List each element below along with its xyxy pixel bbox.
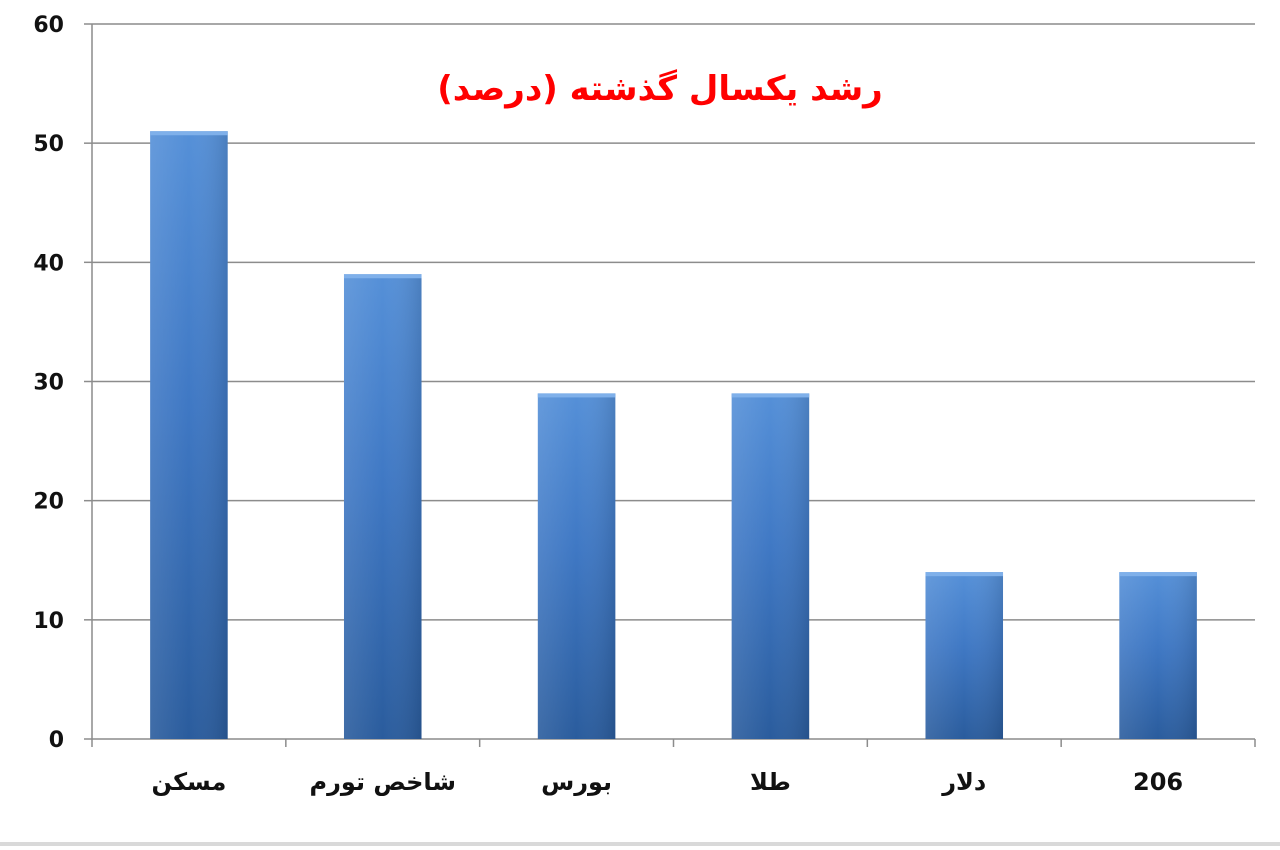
bars (150, 131, 1197, 739)
bar-shine-4 (925, 572, 1004, 739)
x-tick-label: طلا (750, 768, 791, 796)
y-tick-label: 30 (33, 371, 64, 396)
x-tick-label: بورس (541, 768, 612, 796)
x-tick-label: مسکن (151, 768, 226, 796)
y-tick-label: 50 (33, 132, 64, 157)
axes (84, 23, 1256, 747)
bar-shine-5 (1119, 572, 1197, 739)
bar-shine-2 (537, 393, 616, 739)
x-tick-label: شاخص تورم (310, 768, 456, 796)
bottom-divider (0, 842, 1280, 846)
y-tick-label: 10 (33, 609, 64, 634)
gridlines (92, 23, 1255, 621)
bar-cap-5 (1119, 572, 1197, 577)
y-tick-label: 20 (33, 490, 64, 515)
x-tick-label: 206 (1133, 768, 1183, 796)
bar-cap-4 (925, 572, 1004, 577)
y-tick-label: 0 (49, 728, 64, 753)
chart-title: رشد یکسال گذشته (درصد) (437, 69, 883, 109)
bar-cap-1 (343, 274, 422, 279)
y-tick-label: 40 (33, 251, 64, 276)
y-tick-label: 60 (33, 13, 64, 38)
bar-cap-3 (731, 393, 810, 398)
bar-shine-1 (343, 274, 422, 739)
y-tick-labels: 0 10 20 30 40 50 60 (33, 13, 64, 753)
x-tick-labels: مسکن شاخص تورم بورس طلا دلار 206 (151, 768, 1183, 796)
x-tick-label: دلار (941, 768, 986, 796)
bar-shine-3 (731, 393, 810, 739)
bar-shine-0 (150, 131, 228, 739)
bar-cap-0 (150, 131, 228, 136)
bar-cap-2 (537, 393, 616, 398)
